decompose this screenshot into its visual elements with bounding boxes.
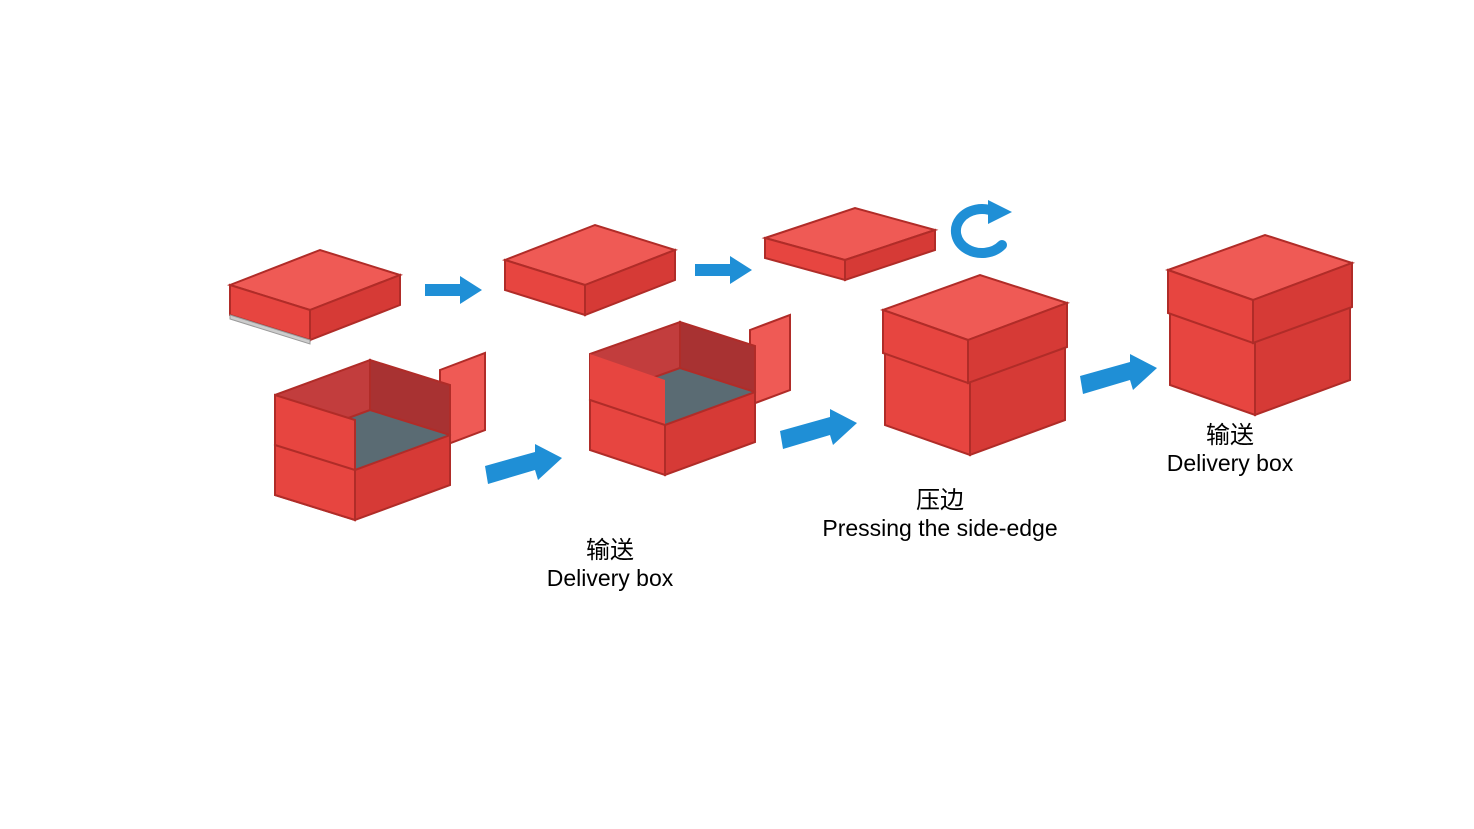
label-step-1: 输送 Delivery box [500, 530, 720, 592]
final-box-step-4 [1140, 215, 1380, 435]
label-step-1-en: Delivery box [500, 565, 720, 592]
base-step-1 [240, 335, 500, 555]
assembled-box-step-3 [855, 255, 1095, 475]
box-assembly-diagram: 输送 Delivery box 压边 Pressing the side-edg… [0, 0, 1474, 829]
label-step-4-en: Delivery box [1120, 450, 1340, 477]
arrow-lid-1-2 [420, 270, 490, 310]
label-step-4-cn: 输送 [1120, 415, 1340, 450]
label-step-3-cn: 压边 [770, 480, 1110, 515]
arrow-base-2-3 [775, 405, 865, 455]
label-step-3: 压边 Pressing the side-edge [770, 480, 1110, 542]
label-step-1-cn: 输送 [500, 530, 720, 565]
base-step-2 [555, 300, 805, 510]
label-step-3-en: Pressing the side-edge [770, 515, 1110, 542]
label-step-4: 输送 Delivery box [1120, 415, 1340, 477]
